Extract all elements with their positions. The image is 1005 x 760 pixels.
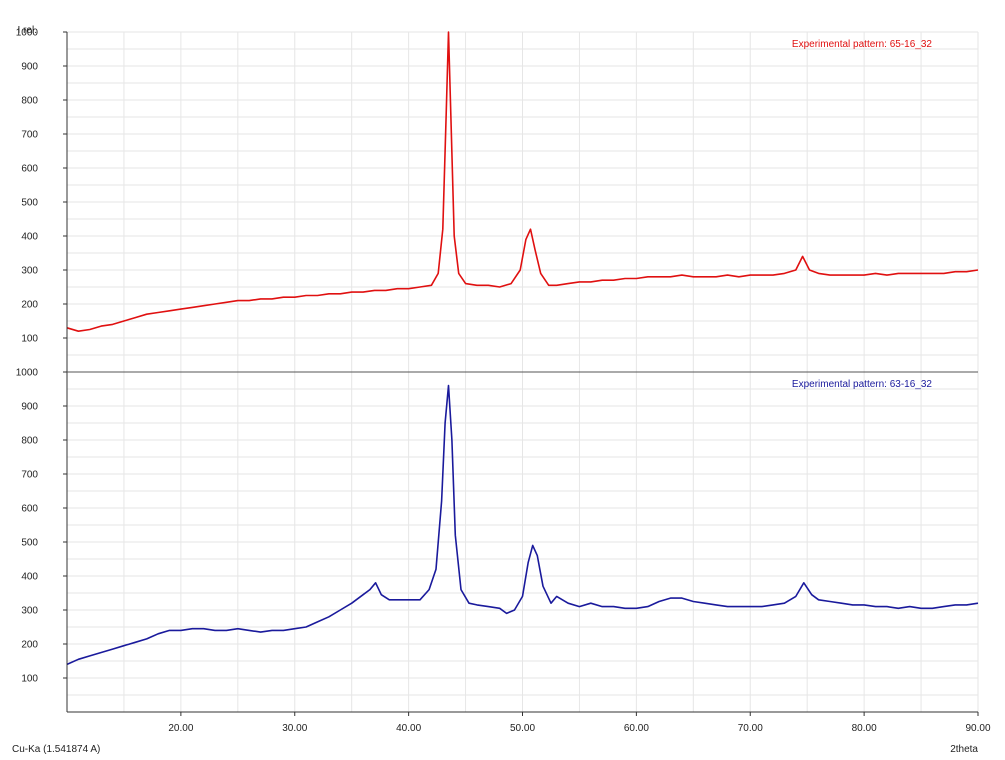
x-tick-label: 60.00 [624,723,649,734]
series-line-top [66,31,979,333]
x-tick-label: 80.00 [852,723,877,734]
y-tick-label-bottom: 900 [21,402,38,413]
y-tick-label-top: 400 [21,232,38,243]
y-tick-label-bottom: 700 [21,470,38,481]
y-tick-label-bottom: 300 [21,606,38,617]
y-tick-label-top: 200 [21,300,38,311]
y-axis-label: I rel. [18,25,37,36]
x-tick-label: 30.00 [282,723,307,734]
y-tick-label-top: 800 [21,96,38,107]
y-tick-label-bottom: 100 [21,674,38,685]
x-tick-label: 50.00 [510,723,535,734]
wavelength-label: Cu-Ka (1.541874 A) [12,744,100,755]
axes: 100 200 300 400 500 600 700 800 900 1000 100 200 300… [16,28,991,735]
y-tick-label-top: 1000 [16,28,39,39]
x-tick-label: 70.00 [738,723,763,734]
y-tick-label-top: 500 [21,198,38,209]
y-tick-label-bottom: 400 [21,572,38,583]
series-line-bottom [66,384,979,666]
legend-bottom: Experimental pattern: 63-16_32 [792,379,933,390]
top-panel [66,31,979,333]
x-tick-label: 40.00 [396,723,421,734]
x-axis-label: 2theta [950,744,978,755]
y-tick-label-top: 900 [21,62,38,73]
x-tick-label: 90.00 [965,723,990,734]
y-tick-label-bottom: 500 [21,538,38,549]
y-tick-label-bottom: 800 [21,436,38,447]
bottom-panel [66,384,979,666]
y-tick-label-top: 100 [21,334,38,345]
y-tick-label-bottom: 200 [21,640,38,651]
y-tick-label-top: 300 [21,266,38,277]
y-tick-label-top: 600 [21,164,38,175]
y-tick-label-top: 700 [21,130,38,141]
y-tick-label-bottom: 1000 [16,368,39,379]
legend-top: Experimental pattern: 65-16_32 [792,39,933,50]
x-tick-label: 20.00 [168,723,193,734]
y-tick-label-bottom: 600 [21,504,38,515]
